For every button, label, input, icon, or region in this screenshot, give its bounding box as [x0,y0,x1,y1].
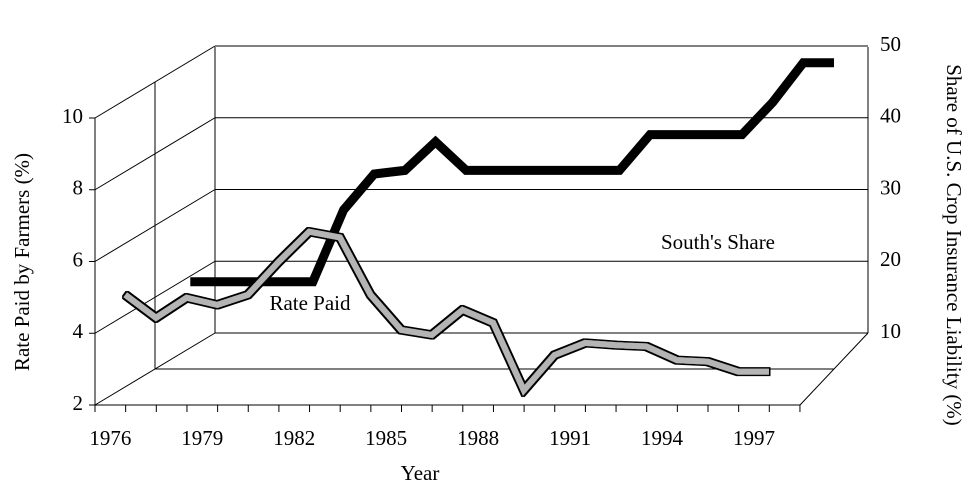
series-line [190,58,834,287]
x-tick-label: 1988 [457,426,499,450]
y-tick-label: 4 [73,319,84,343]
x-tick-label: 1979 [181,426,223,450]
side-grid-line [94,260,216,334]
x-tick-label: 1982 [273,426,315,450]
side-grid-line [94,189,216,262]
x-tick-label: 1997 [733,426,775,450]
x-tick-label: 1991 [549,426,591,450]
floor-right [799,332,869,406]
y-tick-label: 6 [73,247,84,271]
x-tick-label: 1994 [641,426,684,450]
y-tick-label: 2 [73,391,84,415]
y2-tick-label: 30 [880,175,901,199]
series-label: Rate Paid [269,291,351,315]
frame [94,47,869,406]
y2-tick-label: 20 [880,247,901,271]
side-grid-line [94,45,216,119]
y2-tick-label: 50 [880,32,901,56]
x-tick-label: 1985 [365,426,407,450]
y2-tick-label: 10 [880,319,901,343]
series-line [123,228,769,396]
y2-tick-label: 40 [880,104,901,128]
x-axis-title: Year [401,461,440,485]
y-tick-label: 10 [62,104,83,128]
y-tick-label: 8 [73,176,84,200]
y2-axis-title: Share of U.S. Crop Insurance Liability (… [942,64,966,426]
side-grid-line [94,117,216,191]
side-grid-line [94,332,216,406]
y-axis-title: Rate Paid by Farmers (%) [10,153,34,371]
series-label: South's Share [661,230,775,254]
x-tick-label: 1976 [89,426,131,450]
